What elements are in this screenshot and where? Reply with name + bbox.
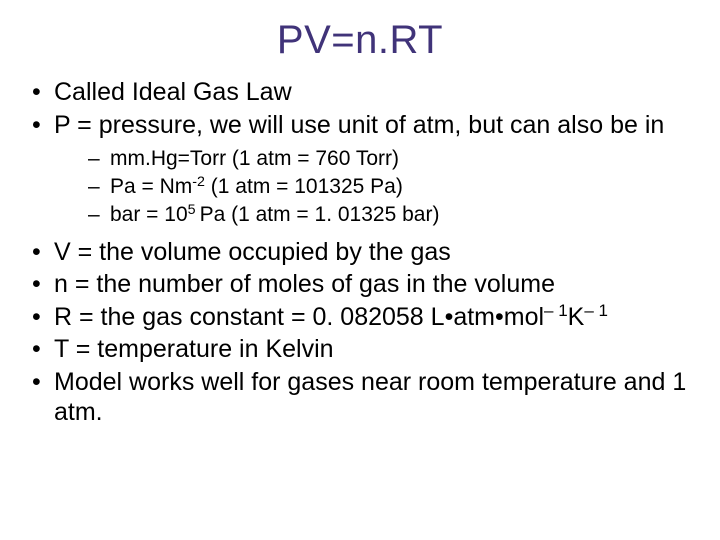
bullet-temperature: T = temperature in Kelvin: [28, 334, 692, 365]
sub-bullet-bar: bar = 105 Pa (1 atm = 1. 01325 bar): [88, 202, 692, 229]
bullet-moles: n = the number of moles of gas in the vo…: [28, 269, 692, 300]
sub-bullet-mmhg: mm.Hg=Torr (1 atm = 760 Torr): [88, 146, 692, 173]
sub-bullet-list: mm.Hg=Torr (1 atm = 760 Torr) Pa = Nm-2 …: [54, 146, 692, 229]
bullet-pressure: P = pressure, we will use unit of atm, b…: [28, 110, 692, 229]
bullet-ideal-gas-law: Called Ideal Gas Law: [28, 77, 692, 108]
sub-text-sup: -2: [192, 174, 205, 190]
bullet-text-pre: R = the gas constant = 0. 082058 L•atm•m…: [54, 303, 544, 331]
sub-text-sup: 5: [188, 202, 200, 218]
slide: PV=n.RT Called Ideal Gas Law P = pressur…: [0, 0, 720, 540]
bullet-volume: V = the volume occupied by the gas: [28, 237, 692, 268]
bullet-text: n = the number of moles of gas in the vo…: [54, 270, 555, 298]
main-bullet-list: Called Ideal Gas Law P = pressure, we wi…: [28, 77, 692, 428]
bullet-text-mid: K: [568, 303, 585, 331]
sub-text: mm.Hg=Torr (1 atm = 760 Torr): [110, 147, 399, 170]
bullet-text: Model works well for gases near room tem…: [54, 368, 686, 427]
sub-text-pre: bar = 10: [110, 203, 188, 226]
bullet-text-sup1: – 1: [544, 301, 568, 320]
bullet-text: P = pressure, we will use unit of atm, b…: [54, 111, 664, 139]
bullet-text: V = the volume occupied by the gas: [54, 238, 451, 266]
sub-text-post: (1 atm = 101325 Pa): [205, 175, 403, 198]
sub-text-post: Pa (1 atm = 1. 01325 bar): [200, 203, 440, 226]
bullet-text: Called Ideal Gas Law: [54, 78, 292, 106]
sub-bullet-pa: Pa = Nm-2 (1 atm = 101325 Pa): [88, 174, 692, 201]
bullet-text: T = temperature in Kelvin: [54, 335, 334, 363]
bullet-text-sup2: – 1: [584, 301, 608, 320]
sub-text-pre: Pa = Nm: [110, 175, 192, 198]
bullet-gas-constant: R = the gas constant = 0. 082058 L•atm•m…: [28, 302, 692, 333]
bullet-model-works: Model works well for gases near room tem…: [28, 367, 692, 428]
slide-title: PV=n.RT: [28, 18, 692, 63]
